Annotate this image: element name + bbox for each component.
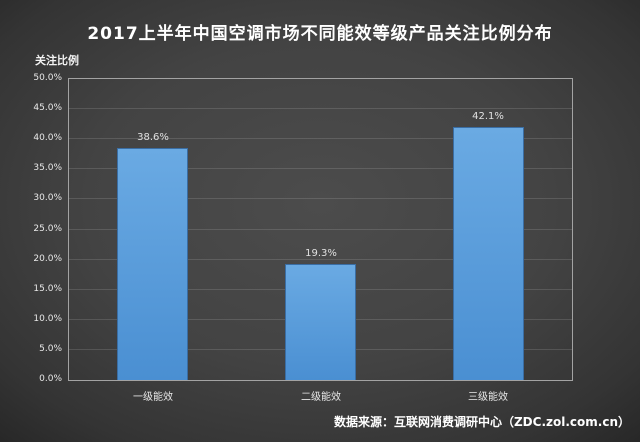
y-tick-label: 5.0%	[39, 343, 62, 354]
x-category-label: 一级能效	[133, 392, 173, 403]
bar-value-label: 38.6%	[137, 132, 169, 143]
y-tick-label: 50.0%	[33, 73, 62, 83]
y-tick-label: 45.0%	[33, 103, 62, 114]
x-category-label: 三级能效	[468, 392, 508, 403]
bar-value-label: 19.3%	[305, 248, 337, 259]
y-tick-label: 35.0%	[33, 163, 62, 174]
bar	[285, 264, 356, 380]
gridline	[69, 258, 572, 260]
chart-title: 2017上半年中国空调市场不同能效等级产品关注比例分布	[87, 24, 553, 44]
gridline	[69, 108, 572, 110]
x-category-label: 二级能效	[301, 392, 341, 403]
y-tick-label: 20.0%	[33, 253, 62, 264]
gridline	[69, 168, 572, 170]
y-tick-label: 25.0%	[33, 223, 62, 234]
bar	[117, 148, 188, 380]
y-tick-label: 15.0%	[33, 283, 62, 294]
bar	[453, 127, 524, 380]
y-tick-label: 10.0%	[33, 313, 62, 324]
y-tick-label: 30.0%	[33, 193, 62, 204]
y-axis-title: 关注比例	[35, 54, 79, 67]
gridline	[69, 228, 572, 230]
y-tick-label: 40.0%	[33, 133, 62, 144]
y-tick-label: 0.0%	[39, 374, 62, 384]
plot-area: 38.6% 19.3% 42.1%	[68, 78, 573, 381]
data-source: 数据来源：互联网消费调研中心（ZDC.zol.com.cn）	[333, 415, 630, 429]
bar-value-label: 42.1%	[472, 111, 504, 122]
gridline	[69, 198, 572, 200]
gridline	[69, 138, 572, 140]
